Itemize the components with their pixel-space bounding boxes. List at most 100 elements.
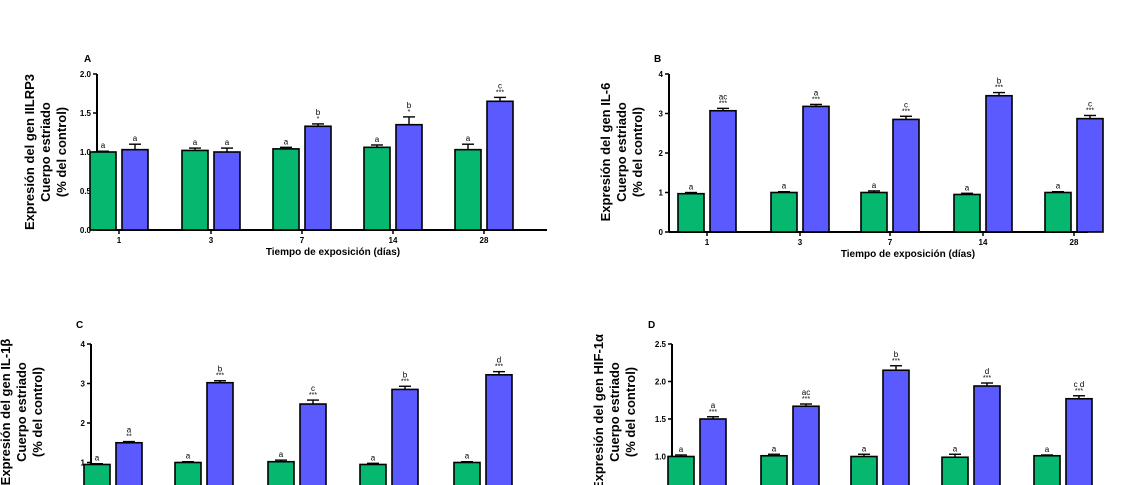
significance-letter: b [894,350,899,359]
significance-stars: *** [1075,388,1083,395]
bar [1076,117,1104,233]
significance-letter: a [466,134,471,143]
bar [363,146,391,231]
bar [792,405,820,485]
y-axis-title-line: Cuerpo estriado [14,362,29,462]
x-tick-label: 28 [480,236,489,245]
y-tick-label: 0 [659,228,664,237]
significance-letter: a [375,135,380,144]
bar [115,441,143,485]
y-tick-label: 3 [659,110,664,119]
significance-letter: a [284,137,289,146]
y-tick-label: 4 [659,70,664,79]
significance-letter: a [186,452,191,461]
y-axis-title-line: Cuerpo estriado [38,102,53,202]
y-tick-label: 1.0 [655,453,667,462]
bar [760,454,788,485]
y-tick-label: 2.0 [80,70,92,79]
significance-letter: a [814,88,819,97]
y-axis-title-line: (% del control) [54,107,69,197]
x-tick-label: 28 [1070,238,1079,247]
bar [304,125,332,231]
significance-letter: b [403,370,408,379]
y-tick-label: 2.0 [655,378,667,387]
significance-stars: *** [401,378,409,385]
significance-letter: a [225,138,230,147]
significance-stars: * [317,116,320,123]
bar [395,123,423,231]
y-tick-label: 1 [659,189,664,198]
y-axis-title-line: Expresión del gen IL-6 [598,83,613,222]
significance-letter: a [133,134,138,143]
significance-letter: b [316,108,321,117]
chart-panel-d: D 1.0 1.5 2.0 2.5 Expresión del gen HIF-1α Cue… [591,320,1093,485]
significance-stars: *** [995,85,1003,92]
significance-letter: c [904,100,908,109]
x-tick-label: 3 [209,236,214,245]
significance-stars: *** [812,96,820,103]
significance-stars: *** [216,373,224,380]
significance-letter: d [985,367,989,376]
bar [485,374,513,485]
bar [892,118,920,233]
significance-letter: b [407,101,412,110]
y-axis-title-line: Expresión del gen IILRP3 [22,74,37,230]
significance-letter: c d [1074,380,1085,389]
bar [973,385,1001,485]
bar [677,192,705,233]
y-axis-title-line: (% del control) [623,367,638,457]
significance-letter: a [1056,182,1061,191]
bar [299,403,327,485]
significance-letter: a [711,401,716,410]
y-axis-title-line: (% del control) [30,367,45,457]
significance-letter: ac [719,92,727,101]
bar [206,381,234,485]
x-axis-title: Tiempo de exposición (días) [266,247,400,258]
significance-stars: *** [902,108,910,115]
significance-letter: b [218,365,223,374]
panel-label: C [76,320,83,331]
significance-stars: *** [496,89,504,96]
x-tick-label: 14 [389,236,398,245]
significance-letter: a [782,182,787,191]
significance-stars: *** [719,100,727,107]
bar [1033,454,1061,485]
significance-letter: a [872,181,877,190]
significance-letter: c [311,384,315,393]
x-tick-label: 7 [888,238,893,247]
x-tick-label: 3 [798,238,803,247]
bar [213,151,241,231]
bar [174,461,202,485]
bar [667,455,695,485]
y-tick-label: 1.5 [80,109,92,118]
chart-panel-a: A 0.0 0.5 1.0 1.5 2.0 1 3 7 14 28 Tiempo de exposic… [22,54,547,258]
y-axis-title-line: (% del control) [630,107,645,197]
y-axis-title-line: Cuerpo estriado [607,362,622,462]
bar [802,105,830,233]
panel-label: A [84,54,91,65]
significance-letter: a [772,444,777,453]
y-tick-label: 2 [81,419,86,428]
y-tick-label: 2 [659,149,664,158]
significance-stars: *** [892,358,900,365]
bar [1065,397,1093,485]
bar [89,151,117,231]
x-axis-title: Tiempo de exposición (días) [841,249,975,260]
x-tick-label: 1 [705,238,710,247]
significance-letter: a [679,445,684,454]
chart-panel-b: B 0 1 2 3 4 1 3 7 14 28 Tiempo de exposición (días)… [598,54,1104,260]
bar [181,149,209,231]
significance-letter: a [965,183,970,192]
y-tick-label: 0.5 [80,187,92,196]
bar [272,148,300,231]
x-tick-label: 7 [300,236,305,245]
bar [850,455,878,485]
significance-letter: a [193,138,198,147]
bar [391,388,419,485]
bar [941,456,969,485]
bar [121,148,149,231]
bar [486,100,514,231]
bar [770,191,798,233]
